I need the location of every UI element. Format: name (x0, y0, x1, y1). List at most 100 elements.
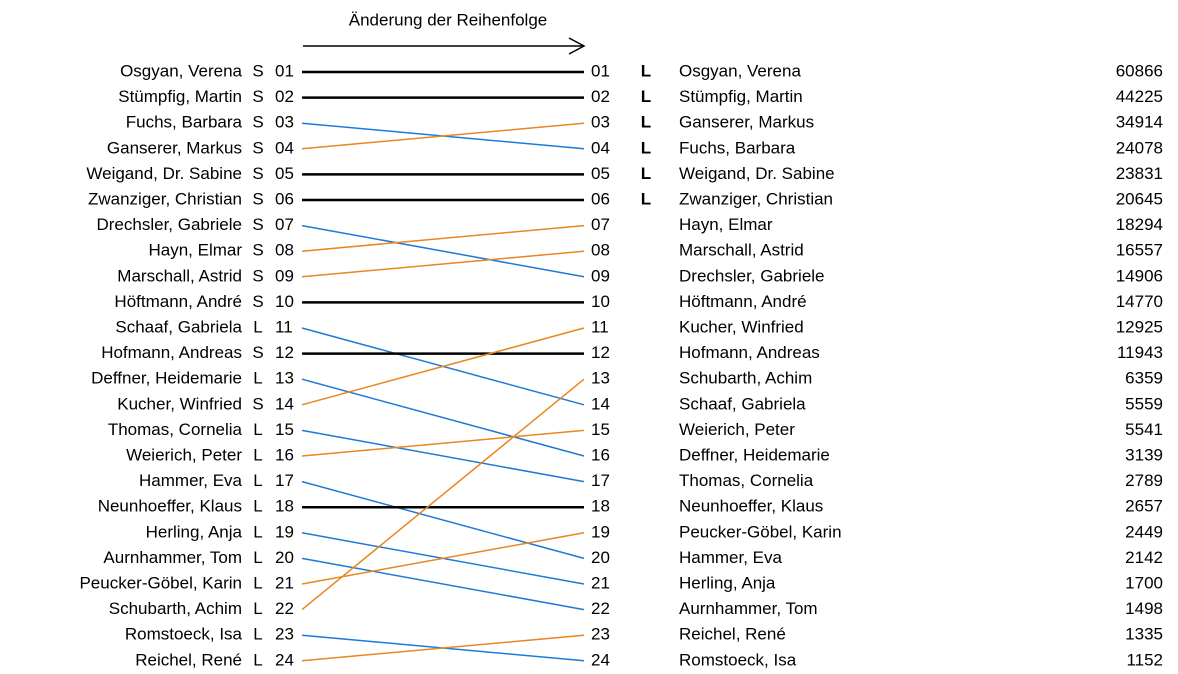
left-rank: 15 (275, 420, 294, 439)
right-votes: 20645 (1116, 189, 1163, 208)
left-rank: 09 (275, 266, 294, 285)
right-votes: 14770 (1116, 292, 1163, 311)
right-votes: 18294 (1116, 215, 1163, 234)
right-name: Peucker-Göbel, Karin (679, 522, 842, 541)
left-list: L (253, 420, 262, 439)
left-list: L (253, 317, 262, 336)
left-rank: 13 (275, 369, 294, 388)
right-rank: 15 (591, 420, 610, 439)
left-list: S (252, 61, 263, 80)
right-rank: 23 (591, 625, 610, 644)
left-list: L (253, 548, 262, 567)
right-rank: 03 (591, 113, 610, 132)
right-mark: L (641, 189, 651, 208)
left-list: S (252, 189, 263, 208)
left-list: S (252, 292, 263, 311)
left-name: Neunhoeffer, Klaus (98, 497, 242, 516)
right-rank: 14 (591, 394, 610, 413)
left-name: Höftmann, André (114, 292, 242, 311)
left-rank: 19 (275, 522, 294, 541)
right-mark: L (641, 113, 651, 132)
right-rank: 11 (591, 317, 609, 336)
right-rank: 01 (591, 61, 610, 80)
right-votes: 12925 (1116, 317, 1163, 336)
right-name: Schaaf, Gabriela (679, 394, 806, 413)
right-name: Romstoeck, Isa (679, 650, 797, 669)
left-rank: 08 (275, 241, 294, 260)
left-list: L (253, 369, 262, 388)
left-rank: 22 (275, 599, 294, 618)
left-name: Hammer, Eva (139, 471, 243, 490)
left-name: Romstoeck, Isa (125, 625, 243, 644)
left-name: Herling, Anja (146, 522, 243, 541)
left-name: Peucker-Göbel, Karin (79, 573, 242, 592)
right-name: Weierich, Peter (679, 420, 795, 439)
right-votes: 5541 (1125, 420, 1163, 439)
left-name: Weigand, Dr. Sabine (86, 164, 242, 183)
left-name: Zwanziger, Christian (88, 189, 242, 208)
right-name: Hayn, Elmar (679, 215, 773, 234)
rank-link (301, 224, 585, 252)
left-name: Fuchs, Barbara (126, 113, 243, 132)
right-name: Hammer, Eva (679, 548, 783, 567)
rank-link (301, 634, 585, 662)
left-rank: 11 (275, 317, 293, 336)
left-rank: 02 (275, 87, 294, 106)
left-rank: 20 (275, 548, 294, 567)
left-list: S (252, 113, 263, 132)
left-rank: 05 (275, 164, 294, 183)
rank-link (301, 224, 585, 278)
left-name: Weierich, Peter (126, 445, 242, 464)
left-rank: 01 (275, 61, 294, 80)
left-list: L (253, 445, 262, 464)
right-name: Zwanziger, Christian (679, 189, 833, 208)
right-rank: 05 (591, 164, 610, 183)
left-name: Drechsler, Gabriele (96, 215, 242, 234)
left-rank: 17 (275, 471, 294, 490)
left-rank: 03 (275, 113, 294, 132)
left-rank: 12 (275, 343, 294, 362)
right-name: Deffner, Heidemarie (679, 445, 830, 464)
left-rank: 04 (275, 138, 294, 157)
left-list: S (252, 215, 263, 234)
right-rank: 07 (591, 215, 610, 234)
right-name: Weigand, Dr. Sabine (679, 164, 835, 183)
right-name: Kucher, Winfried (679, 317, 804, 336)
left-rank: 07 (275, 215, 294, 234)
left-name: Schaaf, Gabriela (115, 317, 242, 336)
left-name: Thomas, Cornelia (108, 420, 243, 439)
right-name: Herling, Anja (679, 573, 776, 592)
right-votes: 2142 (1125, 548, 1163, 567)
left-list: L (253, 650, 262, 669)
right-votes: 23831 (1116, 164, 1163, 183)
right-name: Marschall, Astrid (679, 241, 804, 260)
right-mark: L (641, 61, 651, 80)
rank-link (301, 250, 585, 278)
right-rank: 19 (591, 522, 610, 541)
left-name: Osgyan, Verena (120, 61, 242, 80)
left-list: S (252, 343, 263, 362)
right-rank: 20 (591, 548, 610, 567)
right-name: Thomas, Cornelia (679, 471, 814, 490)
right-rank: 13 (591, 369, 610, 388)
arrow-head (568, 37, 586, 55)
left-list: S (252, 138, 263, 157)
right-rank: 02 (591, 87, 610, 106)
right-votes: 3139 (1125, 445, 1163, 464)
rank-link (301, 122, 585, 150)
right-rank: 21 (591, 573, 610, 592)
right-votes: 1152 (1126, 650, 1163, 669)
left-name: Ganserer, Markus (107, 138, 242, 157)
rank-link (301, 557, 585, 611)
left-list: L (253, 522, 262, 541)
left-name: Hofmann, Andreas (101, 343, 242, 362)
left-name: Deffner, Heidemarie (91, 369, 242, 388)
left-rank: 06 (275, 189, 294, 208)
left-name: Reichel, René (135, 650, 242, 669)
right-rank: 04 (591, 138, 610, 157)
right-votes: 44225 (1116, 87, 1163, 106)
right-name: Drechsler, Gabriele (679, 266, 825, 285)
rank-link (301, 429, 585, 483)
left-rank: 16 (275, 445, 294, 464)
